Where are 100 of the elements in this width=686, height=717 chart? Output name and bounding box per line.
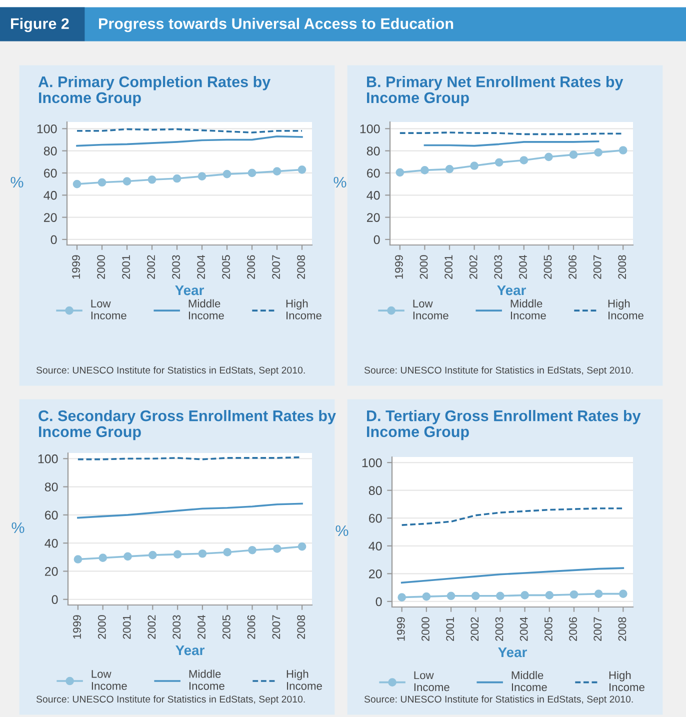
legend-label: Low Income xyxy=(413,300,448,320)
x-tick-label: 2008 xyxy=(297,615,306,639)
legend-label: High Income xyxy=(286,670,322,690)
y-tick-label: 0 xyxy=(50,235,57,244)
chart-title: C. Secondary Gross Enrollment Rates by Income Group xyxy=(38,410,336,440)
point xyxy=(420,166,429,174)
point xyxy=(223,548,232,556)
legend-label: High Income xyxy=(609,671,644,692)
x-tick-label: 2001 xyxy=(444,255,452,279)
x-tick-label: 2003 xyxy=(172,255,180,279)
point xyxy=(148,175,156,184)
x-tick-label: 2004 xyxy=(197,255,205,279)
point xyxy=(618,146,628,154)
x-tick-label: 1999 xyxy=(396,617,405,641)
point xyxy=(544,152,553,162)
x-tick-label: 2001 xyxy=(122,615,131,639)
line-series xyxy=(400,507,624,526)
y-tick-label: 20 xyxy=(369,569,382,578)
y-tick-label: 40 xyxy=(44,538,58,548)
x-tick-label: 2000 xyxy=(98,615,106,639)
legend-label: High Income xyxy=(608,299,644,320)
point xyxy=(248,546,256,554)
point xyxy=(198,549,207,558)
point xyxy=(124,552,132,561)
y-tick-label: 0 xyxy=(374,235,380,244)
x-tick-label: 2001 xyxy=(122,255,130,279)
legend-label: Low Income xyxy=(91,300,126,320)
legend-label: Low Income xyxy=(92,670,127,690)
legend-label: Middle Income xyxy=(510,299,546,320)
x-tick-label: 2000 xyxy=(97,255,105,279)
x-axis-title: Year xyxy=(175,286,204,296)
chart-title: B. Primary Net Enrollment Rates by Income Group xyxy=(367,76,624,106)
x-tick-label: 2004 xyxy=(198,615,206,639)
x-tick-label: 2008 xyxy=(618,617,626,641)
x-tick-label: 2006 xyxy=(247,255,255,279)
text: Progress towards Universal Access to Education xyxy=(99,18,454,32)
chart-title: A. Primary Completion Rates by Income Group xyxy=(38,76,271,106)
x-tick-label: 2005 xyxy=(222,255,230,279)
x-tick-label: 2008 xyxy=(618,255,626,279)
x-tick-label: 2007 xyxy=(272,255,280,279)
y-tick-label: 60 xyxy=(44,168,57,178)
y-axis-title: % xyxy=(12,522,24,534)
x-tick-label: 2002 xyxy=(470,617,479,641)
point xyxy=(520,156,528,164)
x-tick-label: 2000 xyxy=(420,255,428,279)
x-axis-title: Year xyxy=(176,646,204,656)
point xyxy=(594,148,602,157)
x-tick-label: 2001 xyxy=(446,617,454,641)
y-tick-label: 0 xyxy=(376,597,382,606)
x-tick-label: 2006 xyxy=(568,255,576,279)
y-tick-label: 100 xyxy=(37,124,57,134)
x-axis-title: Year xyxy=(497,286,526,296)
legend-label: High Income xyxy=(286,299,322,320)
x-tick-label: 2002 xyxy=(469,255,478,279)
point xyxy=(470,162,478,170)
point xyxy=(396,168,404,177)
y-tick-label: 20 xyxy=(44,213,57,222)
x-tick-label: 2007 xyxy=(594,617,602,641)
x-tick-label: 2003 xyxy=(495,617,504,641)
point xyxy=(222,170,232,178)
source-note: Source: UNESCO Institute for Statistics in EdStats, Sept 2010. xyxy=(36,695,305,705)
point xyxy=(445,164,454,174)
x-tick-label: 2005 xyxy=(544,255,552,279)
point xyxy=(74,555,82,564)
x-axis-title: Year xyxy=(498,648,527,658)
line-series xyxy=(77,502,303,519)
x-tick-label: 2003 xyxy=(172,615,181,639)
point xyxy=(298,165,306,174)
x-tick-label: 2007 xyxy=(272,615,280,639)
point xyxy=(148,550,157,560)
y-tick-label: 0 xyxy=(52,595,58,604)
point xyxy=(569,150,578,159)
y-tick-label: 80 xyxy=(366,146,380,156)
line-series xyxy=(76,136,303,147)
x-tick-label: 2002 xyxy=(148,615,156,639)
y-tick-label: 40 xyxy=(366,190,380,200)
x-tick-label: 2006 xyxy=(569,617,577,641)
point xyxy=(72,180,82,188)
legend-label: Middle Income xyxy=(189,670,224,690)
point xyxy=(173,550,182,558)
x-tick-label: 2005 xyxy=(222,615,230,639)
caption: Figure 2 xyxy=(11,18,69,32)
y-tick-label: 60 xyxy=(45,510,58,520)
y-tick-label: 80 xyxy=(44,482,58,492)
x-tick-label: 2002 xyxy=(147,255,155,279)
legend-label: Middle Income xyxy=(188,299,224,320)
x-tick-label: 2000 xyxy=(422,617,430,641)
y-tick-label: 40 xyxy=(368,542,382,551)
x-tick-label: 2004 xyxy=(519,255,527,279)
y-tick-label: 20 xyxy=(45,567,58,576)
y-tick-label: 100 xyxy=(38,454,58,464)
x-tick-label: 2004 xyxy=(520,617,528,641)
chart-title: D. Tertiary Gross Enrollment Rates by Income Group xyxy=(367,410,641,440)
legend-label: Low Income xyxy=(414,671,450,692)
x-tick-label: 2006 xyxy=(247,615,256,639)
x-tick-label: 2003 xyxy=(494,255,502,279)
y-tick-label: 60 xyxy=(367,168,380,178)
y-axis-title: % xyxy=(336,525,348,536)
point xyxy=(98,554,108,562)
legend-label: Middle Income xyxy=(512,671,547,692)
